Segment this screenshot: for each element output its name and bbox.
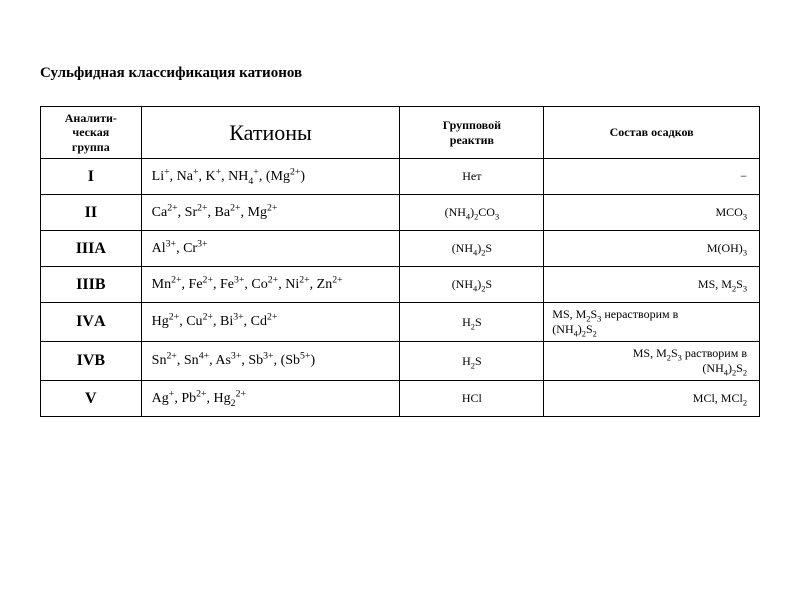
precipitate-cell: MS, M2S3: [544, 267, 760, 303]
cations-cell: Hg2+, Cu2+, Bi3+, Cd2+: [141, 303, 400, 342]
precipitate-cell: MS, M2S3 нерастворим в(NH4)2S2: [544, 303, 760, 342]
col-header-precipitate: Состав осадков: [544, 107, 760, 159]
classification-table: Аналити-ческаягруппа Катионы Групповойре…: [40, 106, 760, 417]
precipitate-cell: −: [544, 159, 760, 195]
cations-cell: Sn2+, Sn4+, As3+, Sb3+, (Sb5+): [141, 342, 400, 381]
table-row: IIIAAl3+, Cr3+(NH4)2SM(OH)3: [41, 231, 760, 267]
col-header-cations: Катионы: [141, 107, 400, 159]
group-cell: IIIA: [41, 231, 142, 267]
precipitate-cell: M(OH)3: [544, 231, 760, 267]
cations-cell: Mn2+, Fe2+, Fe3+, Co2+, Ni2+, Zn2+: [141, 267, 400, 303]
reagent-cell: H2S: [400, 303, 544, 342]
page-title: Сульфидная классификация катионов: [40, 65, 760, 82]
group-cell: IIIB: [41, 267, 142, 303]
group-cell: I: [41, 159, 142, 195]
group-cell: V: [41, 381, 142, 417]
table-row: IVАHg2+, Cu2+, Bi3+, Cd2+H2SMS, M2S3 нер…: [41, 303, 760, 342]
precipitate-cell: MCl, MCl2: [544, 381, 760, 417]
table-row: IICa2+, Sr2+, Ba2+, Mg2+(NH4)2CO3MCO3: [41, 195, 760, 231]
group-cell: II: [41, 195, 142, 231]
table-row: ILi+, Na+, K+, NH4+, (Mg2+)Нет−: [41, 159, 760, 195]
reagent-cell: (NH4)2S: [400, 267, 544, 303]
group-cell: IVВ: [41, 342, 142, 381]
reagent-cell: HCl: [400, 381, 544, 417]
group-cell: IVА: [41, 303, 142, 342]
reagent-cell: H2S: [400, 342, 544, 381]
reagent-cell: (NH4)2S: [400, 231, 544, 267]
reagent-cell: Нет: [400, 159, 544, 195]
precipitate-cell: MS, M2S3 растворим в(NH4)2S2: [544, 342, 760, 381]
table-row: IIIBMn2+, Fe2+, Fe3+, Co2+, Ni2+, Zn2+(N…: [41, 267, 760, 303]
precipitate-cell: MCO3: [544, 195, 760, 231]
col-header-reagent: Групповойреактив: [400, 107, 544, 159]
cations-cell: Ca2+, Sr2+, Ba2+, Mg2+: [141, 195, 400, 231]
table-header-row: Аналити-ческаягруппа Катионы Групповойре…: [41, 107, 760, 159]
reagent-cell: (NH4)2CO3: [400, 195, 544, 231]
table-row: IVВSn2+, Sn4+, As3+, Sb3+, (Sb5+)H2S MS,…: [41, 342, 760, 381]
cations-cell: Ag+, Pb2+, Hg22+: [141, 381, 400, 417]
cations-cell: Al3+, Cr3+: [141, 231, 400, 267]
cations-cell: Li+, Na+, K+, NH4+, (Mg2+): [141, 159, 400, 195]
col-header-group: Аналити-ческаягруппа: [41, 107, 142, 159]
table-row: VAg+, Pb2+, Hg22+HClMCl, MCl2: [41, 381, 760, 417]
